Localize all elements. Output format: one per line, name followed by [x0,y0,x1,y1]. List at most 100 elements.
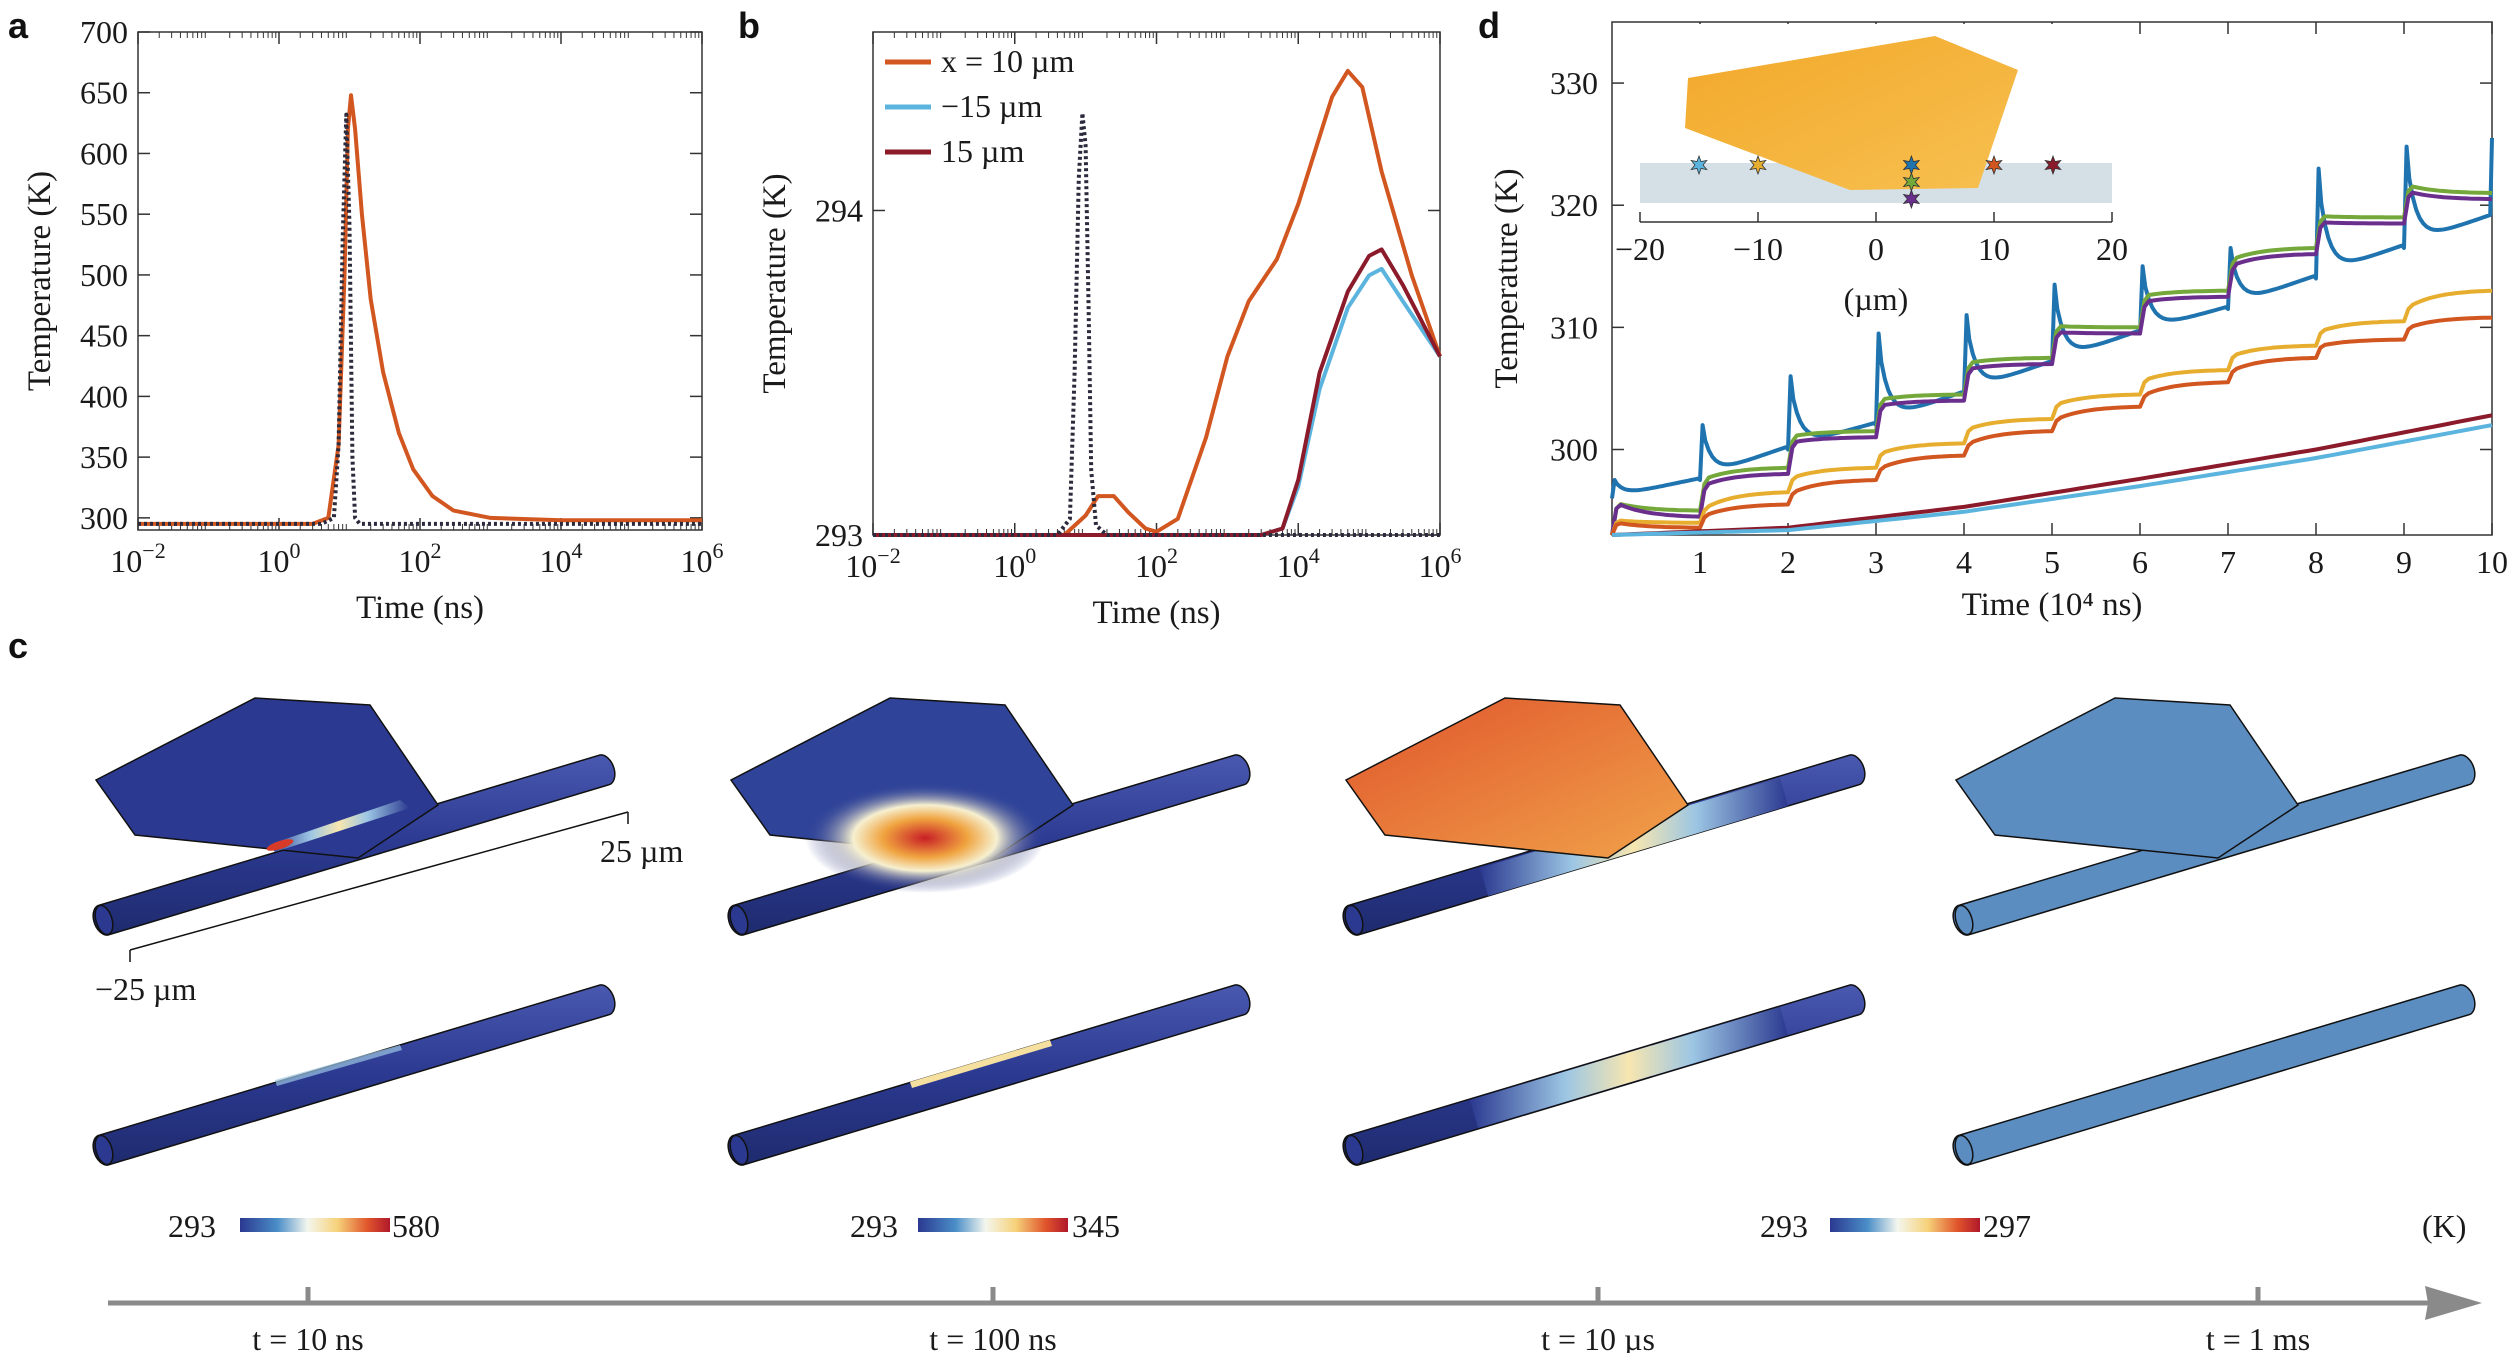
colorbar-gradient [918,1218,1068,1232]
x-tick-label: 102 [1135,543,1178,584]
x-tick-label: 104 [540,538,583,579]
x-tick-label: 104 [1277,543,1320,584]
inset-tick-label: −20 [1615,231,1665,267]
inset-flake [1685,36,2018,190]
colorbar-max: 345 [1072,1208,1120,1244]
snapshot-100ns [727,697,1251,1166]
series-line-1 [873,266,1442,537]
colorbar-gradient [240,1218,390,1232]
y-tick-label: 650 [80,75,128,111]
panel-label-c: c [8,625,28,666]
hot-spot [805,783,1045,893]
inset-marker-6 [2044,154,2062,176]
inset-marker-5 [1985,154,2003,176]
scale-line [129,811,629,951]
scale-far-label: 25 µm [600,833,683,869]
series-line-1 [138,112,702,526]
x-tick-label: 4 [1956,544,1972,580]
rod-lower-hot [275,1045,402,1086]
series-line-2 [873,247,1442,537]
chart-b: 10−2 100 102 104 106 293 294 Time (ns) Temperatu… [757,31,1462,631]
rod-lower-end [94,1134,114,1166]
y-tick-label: 400 [80,378,128,414]
inset-marker-0 [1690,154,1708,176]
series-line-0 [873,68,1442,537]
scale-near-label: −25 µm [95,971,196,1007]
x-tick-label: 10−2 [110,538,165,579]
plot-frame [137,31,703,531]
series-line-2 [1610,190,2493,536]
panel-label-d: d [1478,5,1500,46]
rod-lower-end [1344,1134,1364,1166]
x-tick-label: 10−2 [845,543,900,584]
y-tick-label: 550 [80,196,128,232]
timeline-label: t = 10 ns [252,1321,363,1353]
x-tick-label: 8 [2308,544,2324,580]
x-axis-label: Time (ns) [1092,595,1220,631]
x-tick-label: 100 [258,538,301,579]
timeline-arrow-head [2425,1286,2482,1320]
series-line-0 [138,93,702,526]
series-line-3 [873,111,1440,537]
y-tick-label: 300 [1550,432,1598,468]
rod-lower [92,984,616,1166]
inset-marker-1 [1749,154,1767,176]
timeline-label: t = 100 ns [929,1321,1056,1353]
x-tick-label: 2 [1780,544,1796,580]
flake [94,697,440,859]
colorbar-1: 293 580 [168,1208,440,1244]
y-tick-label: 500 [80,257,128,293]
rod-end [94,904,114,936]
y-tick-label: 350 [80,439,128,475]
inset-tick-label: 0 [1868,231,1884,267]
x-tick-label: 1 [1692,544,1708,580]
timeline: t = 10 ns t = 100 ns t = 10 µs t = 1 ms [108,1286,2482,1353]
rod-lower [1952,984,2476,1166]
inset-axis-label: (µm) [1844,281,1909,317]
x-tick-label: 6 [2132,544,2148,580]
rod-end [1344,904,1364,936]
rod-lower-end [729,1134,749,1166]
y-tick-label: 600 [80,135,128,171]
x-tick-label: 106 [681,538,724,579]
x-tick-label: 102 [399,538,442,579]
x-tick-label: 10 [2476,544,2508,580]
colorbar-max: 297 [1983,1208,2031,1244]
panel-label-b: b [738,5,760,46]
y-axis-label: Temperature (K) [757,173,793,393]
snapshot-10ns: 25 µm −25 µm [92,697,683,1166]
x-axis-label: Time (10⁴ ns) [1962,587,2143,623]
timeline-label: t = 10 µs [1541,1321,1655,1353]
colorbar-3: 293 297 [1760,1208,2031,1244]
colorbar-min: 293 [1760,1208,1808,1244]
rod-lower [727,984,1251,1166]
y-axis-label: Temperature (K) [1489,168,1525,388]
rod-lower-hot [1470,1007,1788,1128]
y-tick-label: 294 [815,192,863,228]
inset-marker-4 [1902,188,1921,210]
y-tick-label: 330 [1550,65,1598,101]
x-tick-label: 106 [1419,543,1462,584]
hot-core [266,839,294,851]
chart-d: 1 2 3 4 5 6 7 8 9 10 300 310 320 330 Time (10⁴ ns) Temp… [1489,21,2508,623]
x-tick-label: 9 [2396,544,2412,580]
rod-end [1954,904,1974,936]
rod-lower-end [1954,1134,1974,1166]
panel-label-a: a [8,5,29,46]
flake [1344,697,1690,859]
colorbar-min: 293 [168,1208,216,1244]
y-tick-label: 700 [80,14,128,50]
x-tick-label: 7 [2220,544,2236,580]
y-tick-label: 320 [1550,187,1598,223]
x-tick-label: 5 [2044,544,2060,580]
snapshot-10us [1342,697,1866,1166]
colorbar-min: 293 [850,1208,898,1244]
y-axis-label: Temperature (K) [22,171,58,391]
y-tick-label: 293 [815,517,863,553]
flake [1954,697,2300,859]
legend-label: x = 10 µm [941,43,1074,79]
series-line-4 [1610,315,2493,536]
colorbar-unit: (K) [2422,1208,2466,1244]
panel-c-simulation: 25 µm −25 µm [92,697,2482,1353]
